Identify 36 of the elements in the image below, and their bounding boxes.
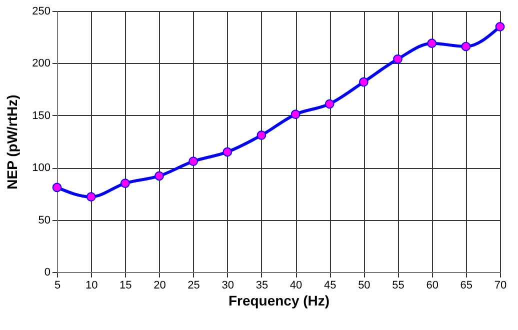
y-tick-label: 0	[44, 266, 50, 278]
point	[120, 178, 130, 188]
y-tick-label: 100	[32, 162, 50, 174]
x-tick-label: 20	[154, 280, 166, 292]
x-tick-label: 25	[188, 280, 200, 292]
point	[188, 156, 198, 166]
y-tick-label: 200	[32, 58, 50, 70]
point	[256, 130, 266, 140]
point	[495, 22, 505, 32]
x-tick-label: 50	[358, 280, 370, 292]
x-tick-label: 55	[392, 280, 404, 292]
point	[52, 182, 62, 192]
point	[86, 192, 96, 202]
point	[290, 110, 300, 120]
y-tick-label: 150	[32, 110, 50, 122]
point	[427, 38, 437, 48]
x-tick-label: 10	[85, 280, 98, 292]
point	[222, 147, 232, 157]
point	[461, 42, 471, 52]
point	[359, 77, 368, 87]
x-tick-label: 5	[54, 280, 61, 292]
x-tick-label: 15	[120, 280, 132, 292]
y-tick-label: 250	[32, 6, 50, 18]
x-tick-label: 40	[290, 280, 302, 292]
x-tick-label: 70	[494, 280, 507, 292]
point	[154, 171, 164, 181]
y-axis-title: NEP (pW/rtHz)	[4, 94, 20, 190]
x-axis-title: Frequency (Hz)	[228, 292, 330, 308]
point	[393, 54, 402, 64]
point	[324, 99, 334, 109]
x-tick-label: 35	[256, 280, 268, 292]
y-tick-label: 50	[38, 214, 50, 226]
x-tick-label: 30	[222, 280, 234, 292]
x-tick-label: 65	[460, 280, 473, 292]
x-tick-label: 45	[324, 280, 336, 292]
x-tick-label: 60	[426, 280, 438, 292]
